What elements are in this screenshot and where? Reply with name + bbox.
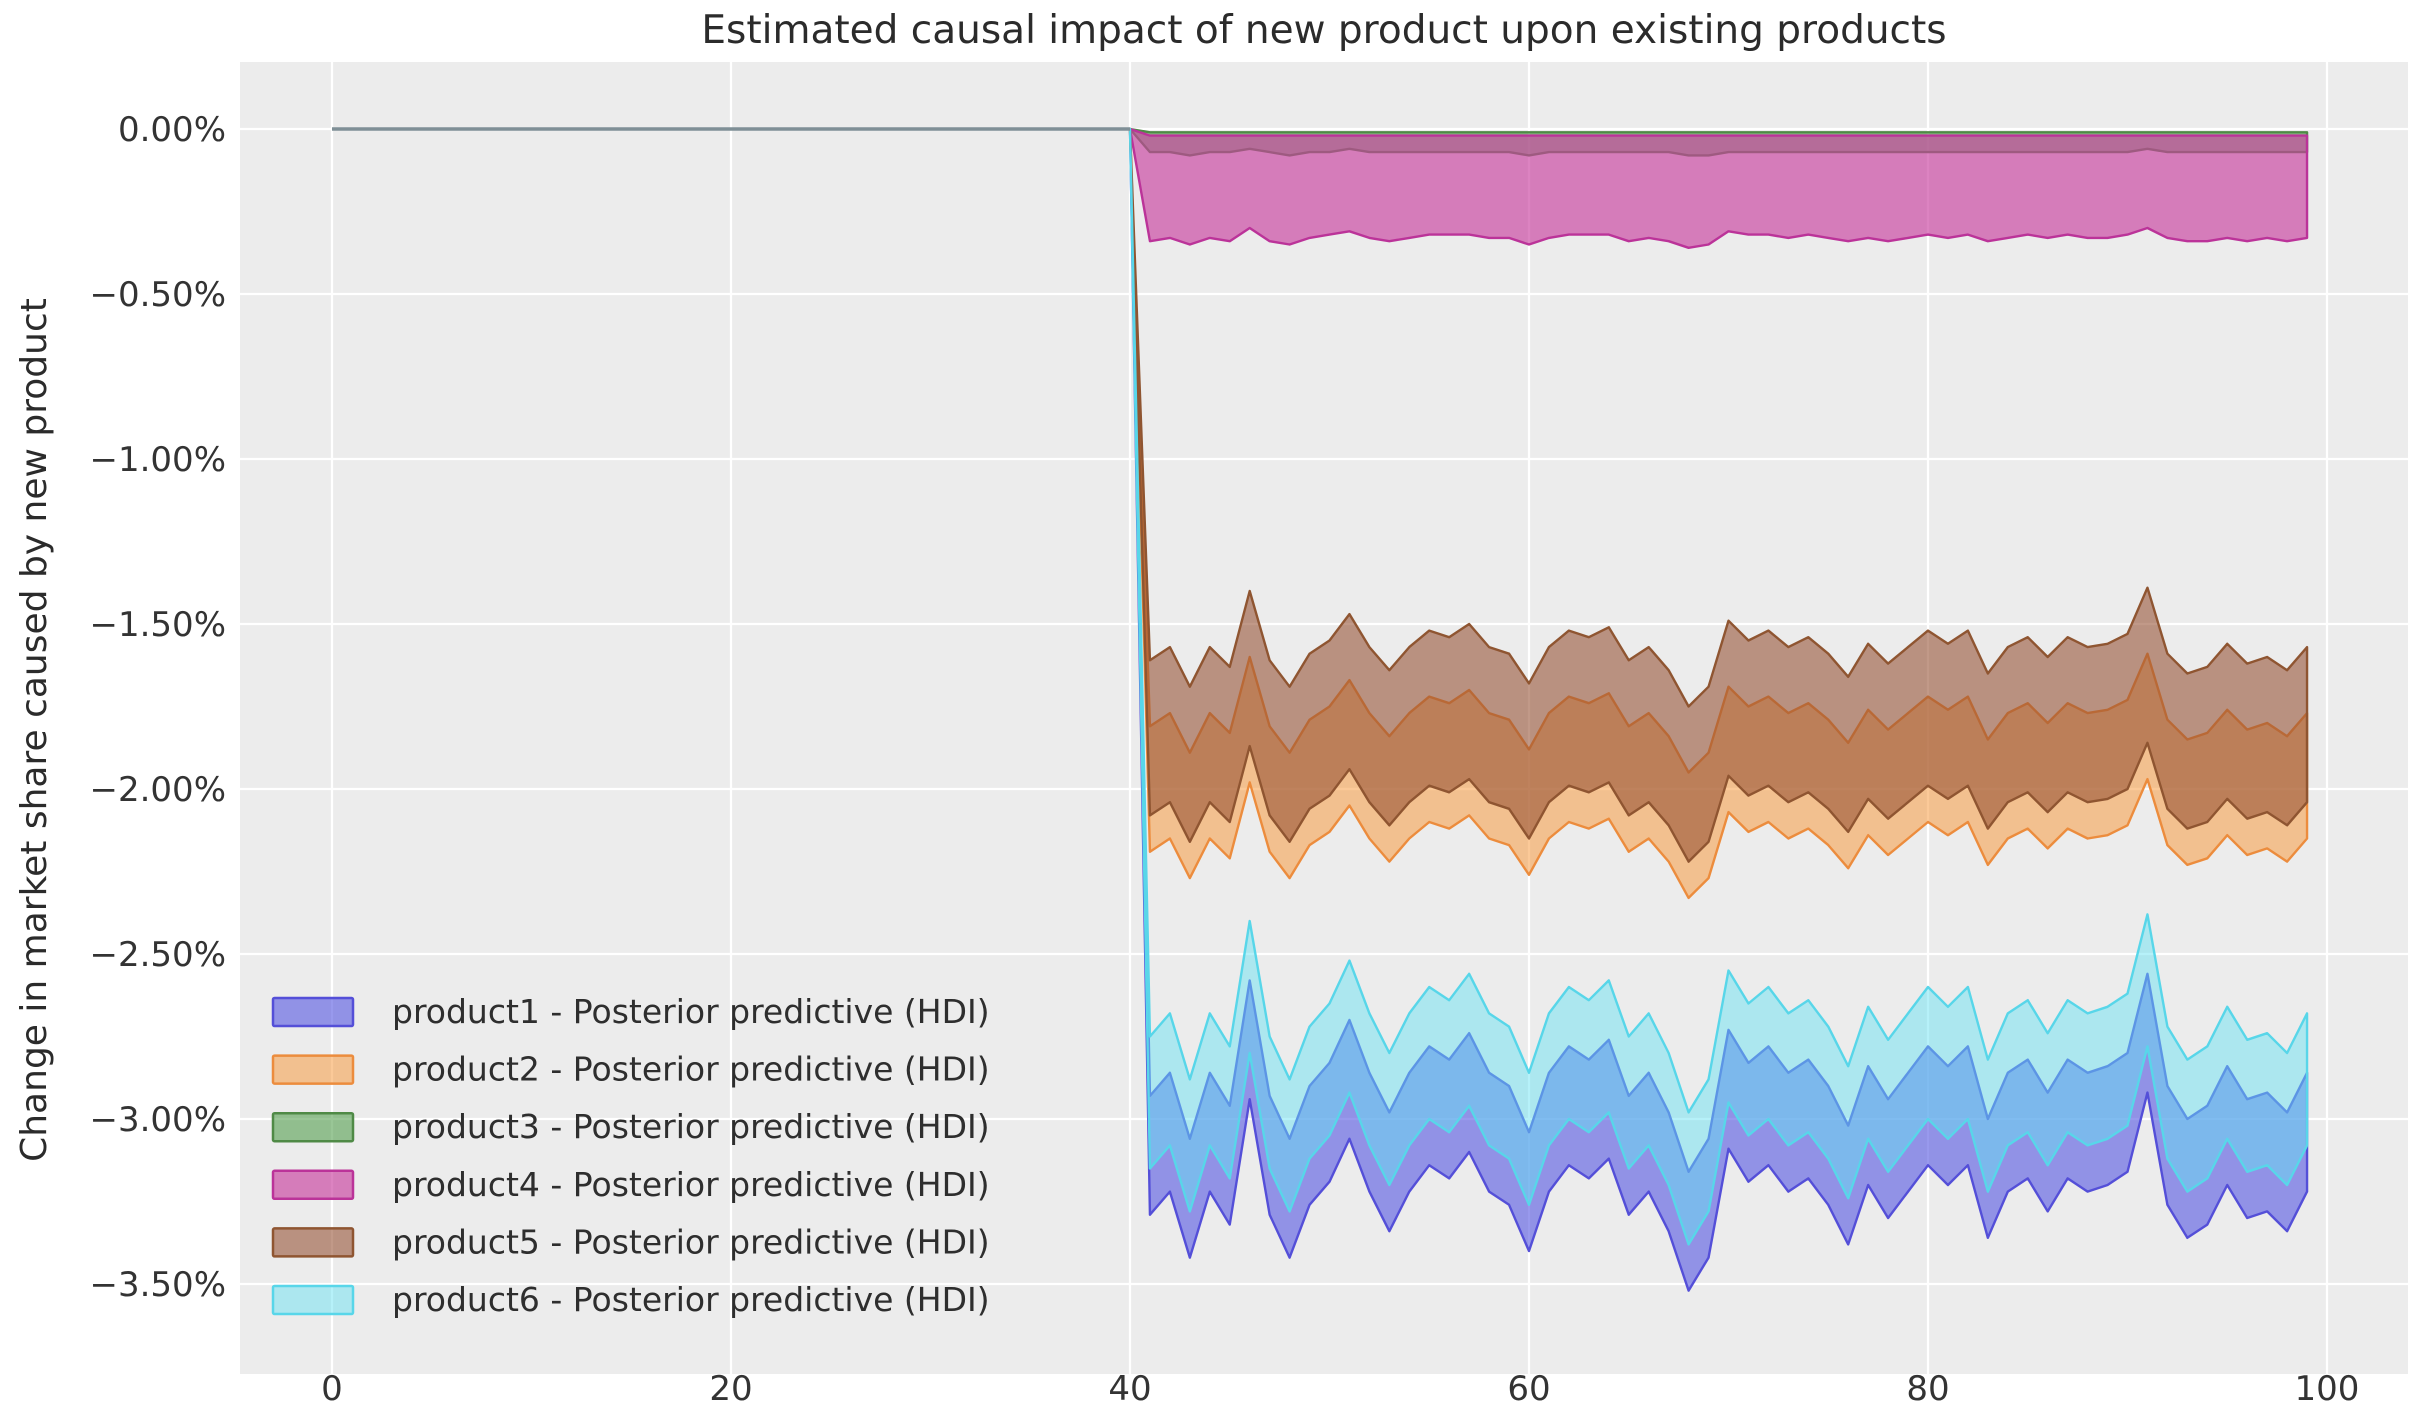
x-tick-label: 60 [1507, 1369, 1550, 1409]
hdi-band-product6 [1128, 127, 2309, 1246]
legend-swatch-product3 [271, 1111, 355, 1143]
legend-label-product4: product4 - Posterior predictive (HDI) [392, 1165, 990, 1204]
x-tick-label: 20 [709, 1369, 752, 1409]
legend-label-product2: product2 - Posterior predictive (HDI) [392, 1050, 990, 1089]
legend-label-product3: product3 - Posterior predictive (HDI) [392, 1107, 990, 1146]
y-tick-label: −2.00% [90, 770, 227, 810]
y-tick-label: −3.50% [90, 1265, 227, 1305]
x-tick-label: 0 [321, 1369, 343, 1409]
x-tick-label: 100 [2295, 1369, 2360, 1409]
x-tick-label: 80 [1906, 1369, 1949, 1409]
y-tick-label: −1.50% [90, 605, 227, 645]
legend-label-product5: product5 - Posterior predictive (HDI) [392, 1222, 990, 1261]
legend-swatch-product4 [271, 1169, 355, 1201]
legend-swatch-product5 [271, 1227, 355, 1258]
legend-swatch-product1 [271, 996, 355, 1028]
y-tick-label: −2.50% [90, 935, 227, 975]
legend-label-product6: product6 - Posterior predictive (HDI) [392, 1280, 990, 1319]
y-tick-label: −1.00% [90, 440, 227, 480]
legend-swatch-product6 [271, 1284, 355, 1316]
y-tick-label: −3.00% [90, 1100, 227, 1140]
y-axis-label: Change in market share caused by new pro… [14, 298, 55, 1162]
legend-label-product1: product1 - Posterior predictive (HDI) [392, 992, 990, 1031]
chart-title: Estimated causal impact of new product u… [701, 8, 1947, 53]
y-tick-label: −0.50% [90, 275, 227, 315]
hdi-band-product4 [1128, 127, 2309, 249]
x-tick-label: 40 [1108, 1369, 1151, 1409]
hdi-band-product5 [1128, 127, 2309, 863]
legend-swatch-product2 [271, 1054, 355, 1085]
y-tick-label: 0.00% [118, 110, 226, 150]
